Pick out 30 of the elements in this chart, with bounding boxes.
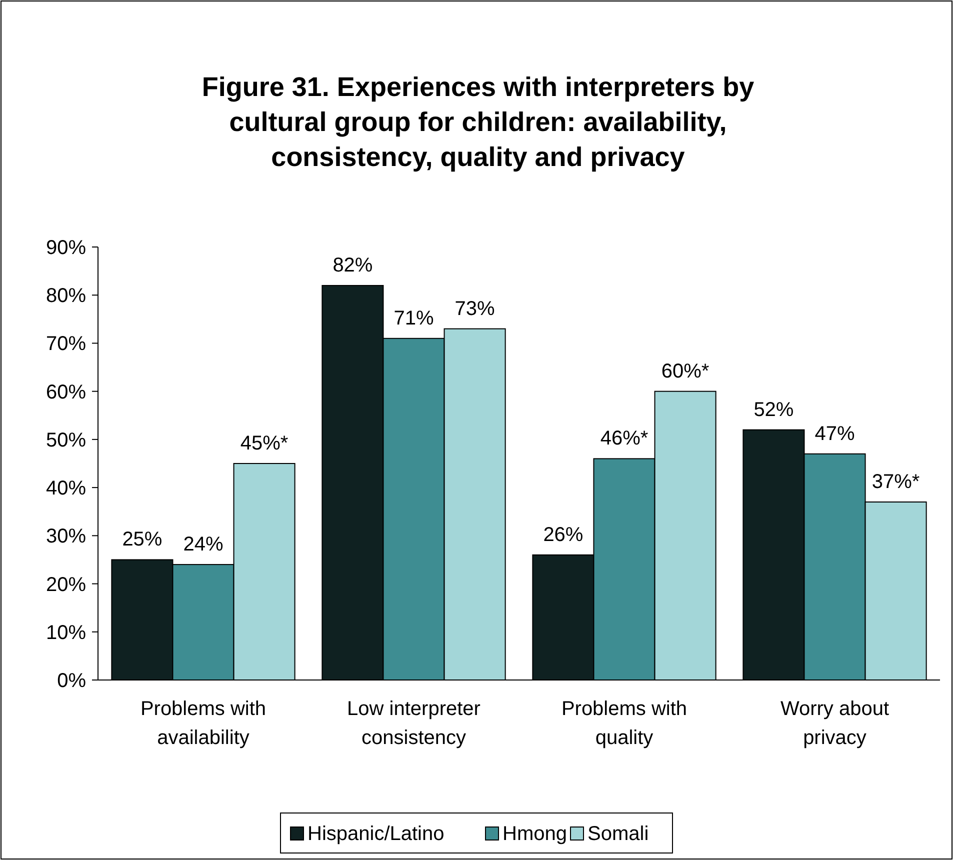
legend-label: Hmong <box>502 823 567 845</box>
data-label: 47% <box>814 422 855 445</box>
data-label: 37%* <box>872 470 920 493</box>
legend-label: Somali <box>588 823 649 845</box>
y-tick-label: 40% <box>46 478 86 500</box>
x-tick-label: Problems with availability <box>140 698 266 749</box>
data-label: 45%* <box>240 432 288 454</box>
data-label: 24% <box>183 534 224 556</box>
y-tick-label: 90% <box>46 237 86 259</box>
y-tick-label: 30% <box>46 526 86 548</box>
data-label: 46%* <box>600 428 648 450</box>
y-tick-label: 10% <box>46 622 86 644</box>
data-label: 26% <box>543 524 584 546</box>
data-label: 71% <box>394 307 434 330</box>
x-tick-label: Low interpreter consistency <box>347 698 481 749</box>
y-tick-label: 50% <box>46 429 86 452</box>
data-label: 73% <box>454 298 496 320</box>
y-tick-label: 70% <box>46 333 86 356</box>
data-label: 60%* <box>661 360 710 382</box>
x-tick-label: Problems with quality <box>561 698 688 749</box>
legend-label: Hispanic/Latino <box>308 823 444 845</box>
x-tick-label: Worry about privacy <box>780 698 890 749</box>
y-tick-label: 0% <box>57 670 86 692</box>
data-label: 25% <box>122 528 162 551</box>
data-label: 82% <box>332 254 373 276</box>
y-tick-label: 80% <box>46 285 86 308</box>
data-label: 52% <box>754 398 794 421</box>
y-tick-label: 60% <box>46 381 86 404</box>
chart-title: Figure 31. Experiences with interpreters by cultural group for children: availability, consistency, quality and privacy <box>202 72 754 172</box>
y-tick-label: 20% <box>46 574 86 596</box>
